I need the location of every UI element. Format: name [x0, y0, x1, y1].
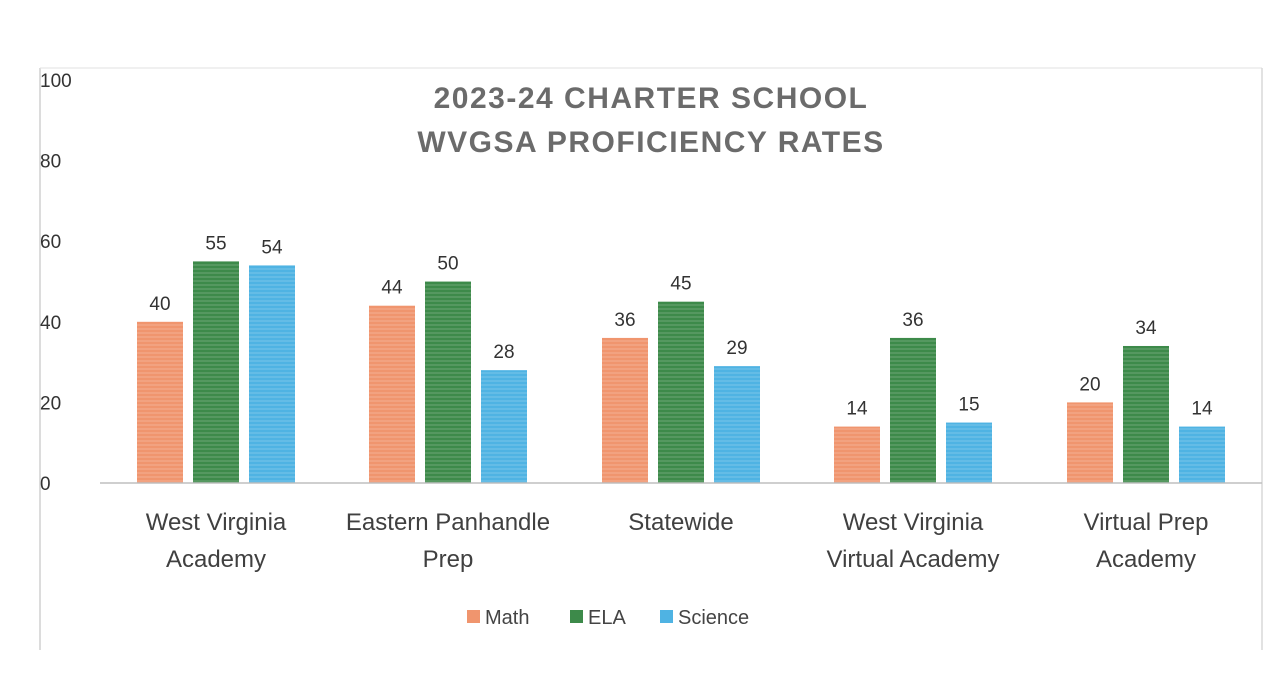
bar-texture: [946, 422, 992, 483]
data-label: 15: [958, 395, 979, 416]
data-label: 44: [381, 278, 403, 299]
legend-label-ela: ELA: [588, 607, 626, 629]
x-axis-categories: West Virginia Academy Eastern Panhandle Pre…: [146, 509, 1209, 573]
x-category-label: West Virginia: [146, 509, 287, 536]
bar-texture: [834, 426, 880, 483]
data-label: 36: [902, 310, 923, 331]
bar-texture: [481, 370, 527, 483]
legend-swatch-ela: [570, 610, 583, 623]
data-label: 14: [846, 399, 868, 420]
x-category-label: Eastern Panhandle: [346, 509, 550, 536]
y-tick-label: 100: [40, 71, 72, 92]
bar-texture: [249, 265, 295, 483]
bar-texture: [714, 366, 760, 483]
data-label: 34: [1135, 318, 1157, 339]
x-category-label: Academy: [1096, 546, 1196, 573]
bar-texture: [1067, 402, 1113, 483]
bar-texture: [658, 301, 704, 483]
y-axis: 0 20 40 60 80 100: [40, 71, 72, 495]
bar-texture: [193, 261, 239, 483]
data-label: 40: [149, 294, 170, 315]
data-label: 45: [670, 274, 691, 295]
data-label: 54: [261, 237, 283, 258]
bar-texture: [137, 321, 183, 483]
y-tick-label: 0: [40, 474, 51, 495]
legend: Math ELA Science: [467, 607, 749, 629]
x-category-label: Statewide: [628, 509, 733, 536]
bar-texture: [425, 281, 471, 483]
bar-texture: [1123, 345, 1169, 483]
x-category-label: Academy: [166, 546, 266, 573]
legend-swatch-science: [660, 610, 673, 623]
bar-texture: [602, 337, 648, 483]
y-tick-label: 80: [40, 152, 61, 173]
data-label: 55: [205, 233, 226, 254]
data-label: 50: [437, 254, 458, 275]
legend-label-math: Math: [485, 607, 529, 629]
legend-swatch-math: [467, 610, 480, 623]
chart-title-line-1: 2023-24 CHARTER SCHOOL: [434, 82, 869, 115]
bar-texture: [1179, 426, 1225, 483]
data-label: 28: [493, 342, 514, 363]
y-tick-label: 40: [40, 313, 61, 334]
y-tick-label: 20: [40, 393, 61, 414]
bar-texture: [890, 337, 936, 483]
x-category-label: Virtual Prep: [1084, 509, 1209, 536]
bars: 40 44 36 14 20 55 50 45 36 34 54 28 29 15 14: [137, 233, 1225, 483]
y-tick-label: 60: [40, 232, 61, 253]
data-label: 29: [726, 338, 747, 359]
data-label: 20: [1079, 374, 1100, 395]
data-label: 14: [1191, 399, 1213, 420]
chart-title-line-2: WVGSA PROFICIENCY RATES: [417, 126, 884, 159]
data-label: 36: [614, 310, 635, 331]
x-category-label: Virtual Academy: [827, 546, 1000, 573]
x-category-label: Prep: [423, 546, 474, 573]
x-category-label: West Virginia: [843, 509, 984, 536]
bar-texture: [369, 305, 415, 483]
legend-label-science: Science: [678, 607, 749, 629]
